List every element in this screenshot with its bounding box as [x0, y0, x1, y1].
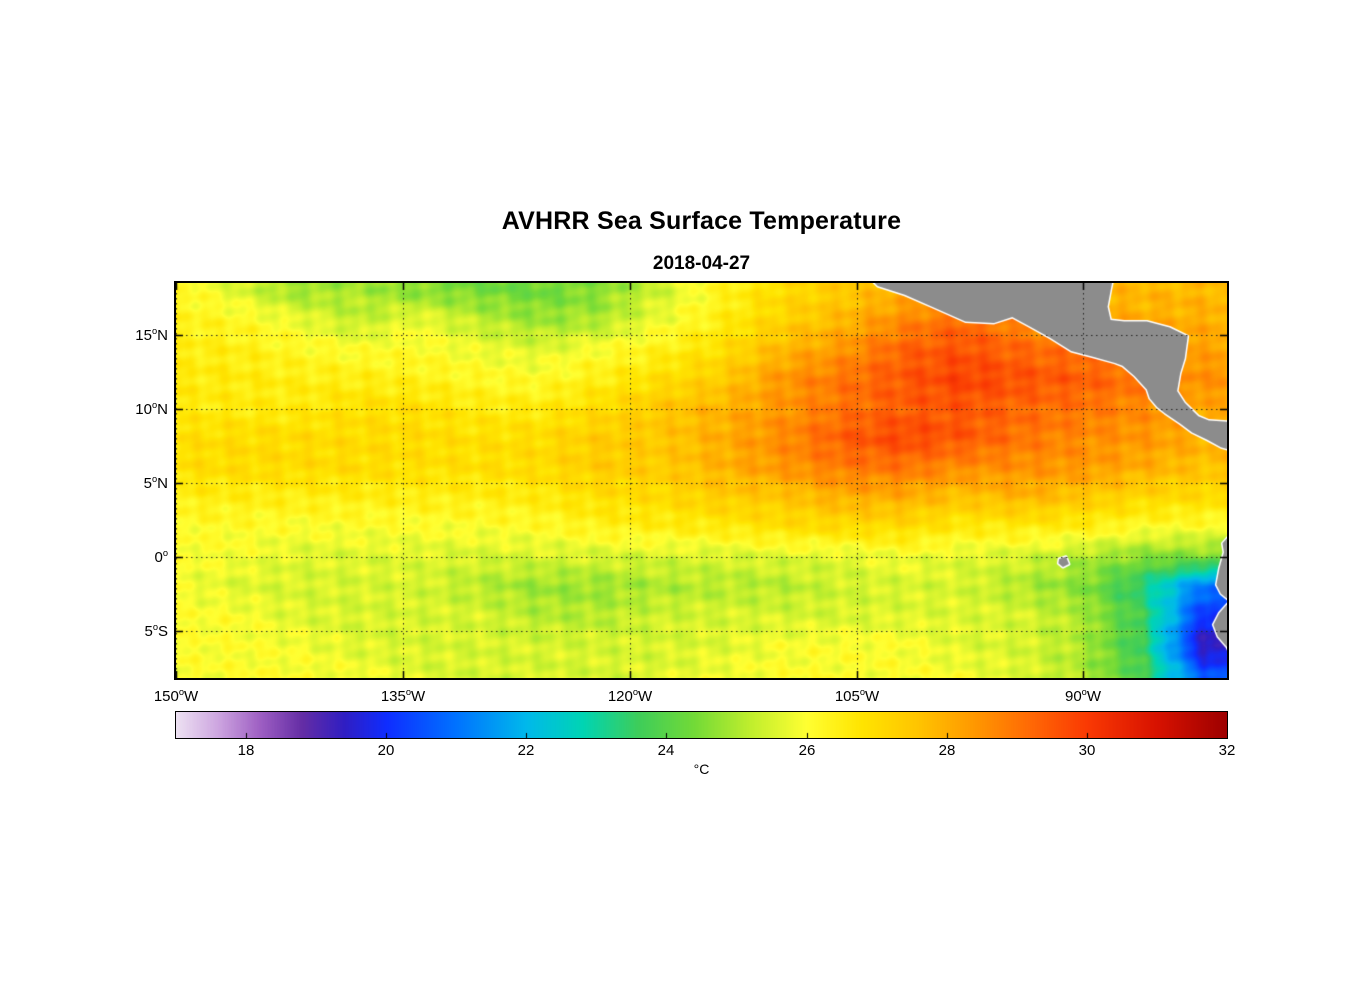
colorbar-tick-label: 18: [237, 742, 255, 759]
colorbar-tick-label: 24: [657, 742, 675, 759]
y-tick-label: 10oN: [135, 400, 168, 418]
colorbar-unit-label: °C: [693, 761, 710, 777]
map-plot-area: [174, 281, 1229, 680]
colorbar-tick-label: 30: [1078, 742, 1096, 759]
x-tick-label: 90oW: [1064, 687, 1102, 705]
sst-heatmap-canvas: [176, 283, 1227, 678]
colorbar-tick-label: 28: [938, 742, 956, 759]
colorbar-tick-label: 26: [798, 742, 816, 759]
x-tick-label: 120oW: [607, 687, 653, 705]
y-tick-label: 0o: [154, 548, 168, 566]
y-tick-label: 15oN: [135, 326, 168, 344]
colorbar: [175, 711, 1228, 739]
y-tick-label: 5oS: [144, 622, 168, 640]
chart-subtitle: 2018-04-27: [652, 253, 751, 274]
colorbar-tick-label: 20: [377, 742, 395, 759]
x-tick-label: 150oW: [153, 687, 199, 705]
x-tick-label: 135oW: [380, 687, 426, 705]
colorbar-canvas: [176, 712, 1227, 738]
colorbar-tick-label: 22: [517, 742, 535, 759]
y-tick-label: 5oN: [143, 474, 168, 492]
colorbar-tick-label: 32: [1218, 742, 1236, 759]
chart-title: AVHRR Sea Surface Temperature: [501, 207, 902, 235]
x-tick-label: 105oW: [834, 687, 880, 705]
